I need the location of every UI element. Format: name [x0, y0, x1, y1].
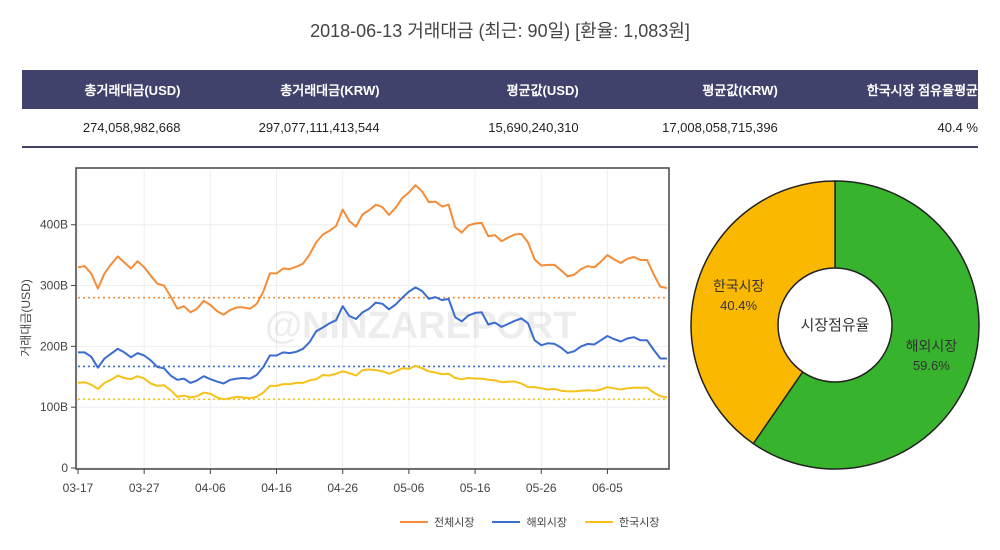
- pie-chart: 시장점유율 해외시장 59.6% 한국시장 40.4%: [690, 180, 980, 470]
- x-tick-label: 05-06: [394, 481, 425, 495]
- x-tick-label: 04-16: [261, 481, 292, 495]
- series-line-3: [77, 364, 668, 401]
- pie-hole: [777, 267, 893, 383]
- value-total-krw: 297,077,111,413,544: [180, 109, 380, 148]
- x-tick-label: 05-26: [526, 481, 557, 495]
- legend-item-series1: 전체시장: [400, 514, 474, 530]
- value-avg-krw: 17,008,058,715,396: [578, 109, 778, 148]
- summary-value-row: 274,058,982,668 297,077,111,413,544 15,6…: [22, 109, 978, 148]
- x-tick-label: 05-16: [460, 481, 491, 495]
- legend-item-series3: 한국시장: [584, 514, 660, 530]
- series-line-1: [77, 184, 668, 316]
- pie-slice-label-2: 한국시장: [713, 278, 765, 294]
- legend-label-series1: 전체시장: [434, 517, 475, 529]
- value-korea-share: 40.4 %: [777, 109, 978, 148]
- x-tick-label: 03-27: [129, 481, 160, 495]
- summary-header-row: 총거래대금(USD) 총거래대금(KRW) 평균값(USD) 평균값(KRW) …: [22, 70, 978, 109]
- header-total-usd: 총거래대금(USD): [22, 70, 181, 109]
- legend-swatch-series3: [584, 521, 613, 523]
- value-total-usd: 274,058,982,668: [22, 109, 181, 148]
- legend-swatch-series1: [400, 521, 428, 523]
- y-tick-label: 400B: [40, 218, 68, 232]
- y-axis-label: 거래대금(USD): [19, 279, 33, 357]
- series-line-2: [78, 286, 667, 385]
- legend-label-series3: 한국시장: [618, 517, 660, 529]
- value-avg-usd: 15,690,240,310: [379, 109, 579, 148]
- line-chart: @NINZAREPORT 0 100B 200B 300B 400B 03-17 03-27…: [19, 167, 670, 495]
- pie-slice-label-1: 해외시장: [906, 338, 958, 354]
- x-tick-label: 04-06: [195, 481, 226, 495]
- summary-table: 총거래대금(USD) 총거래대금(KRW) 평균값(USD) 평균값(KRW) …: [22, 70, 978, 148]
- y-tick-label: 100B: [40, 400, 68, 414]
- x-tick-label: 03-17: [63, 481, 94, 495]
- header-avg-usd: 평균값(USD): [379, 70, 579, 109]
- pie-slice-2: [690, 180, 836, 445]
- legend-item-series2: 해외시장: [492, 514, 567, 530]
- x-tick-label: 06-05: [592, 481, 623, 495]
- x-tick-label: 04-26: [327, 481, 358, 495]
- y-tick-label: 200B: [40, 339, 68, 353]
- y-tick-label: 0: [61, 461, 68, 475]
- header-korea-share: 한국시장 점유율평균: [777, 70, 978, 109]
- page-title: 2018-06-13 거래대금 (최근: 90일) [환율: 1,083원]: [310, 21, 690, 41]
- pie-center-label: 시장점유율: [800, 317, 869, 334]
- y-tick-label: 300B: [40, 279, 68, 293]
- chart-legend: 전체시장 해외시장 한국시장: [400, 514, 659, 530]
- plot-frame: [75, 167, 670, 470]
- header-avg-krw: 평균값(KRW): [578, 70, 778, 109]
- pie-slice-value-2: 40.4%: [720, 298, 757, 313]
- header-total-krw: 총거래대금(KRW): [180, 70, 380, 109]
- legend-swatch-series2: [492, 521, 521, 523]
- legend-label-series2: 해외시장: [526, 517, 567, 529]
- watermark-text: @NINZAREPORT: [265, 305, 577, 347]
- pie-slice-value-1: 59.6%: [913, 358, 950, 373]
